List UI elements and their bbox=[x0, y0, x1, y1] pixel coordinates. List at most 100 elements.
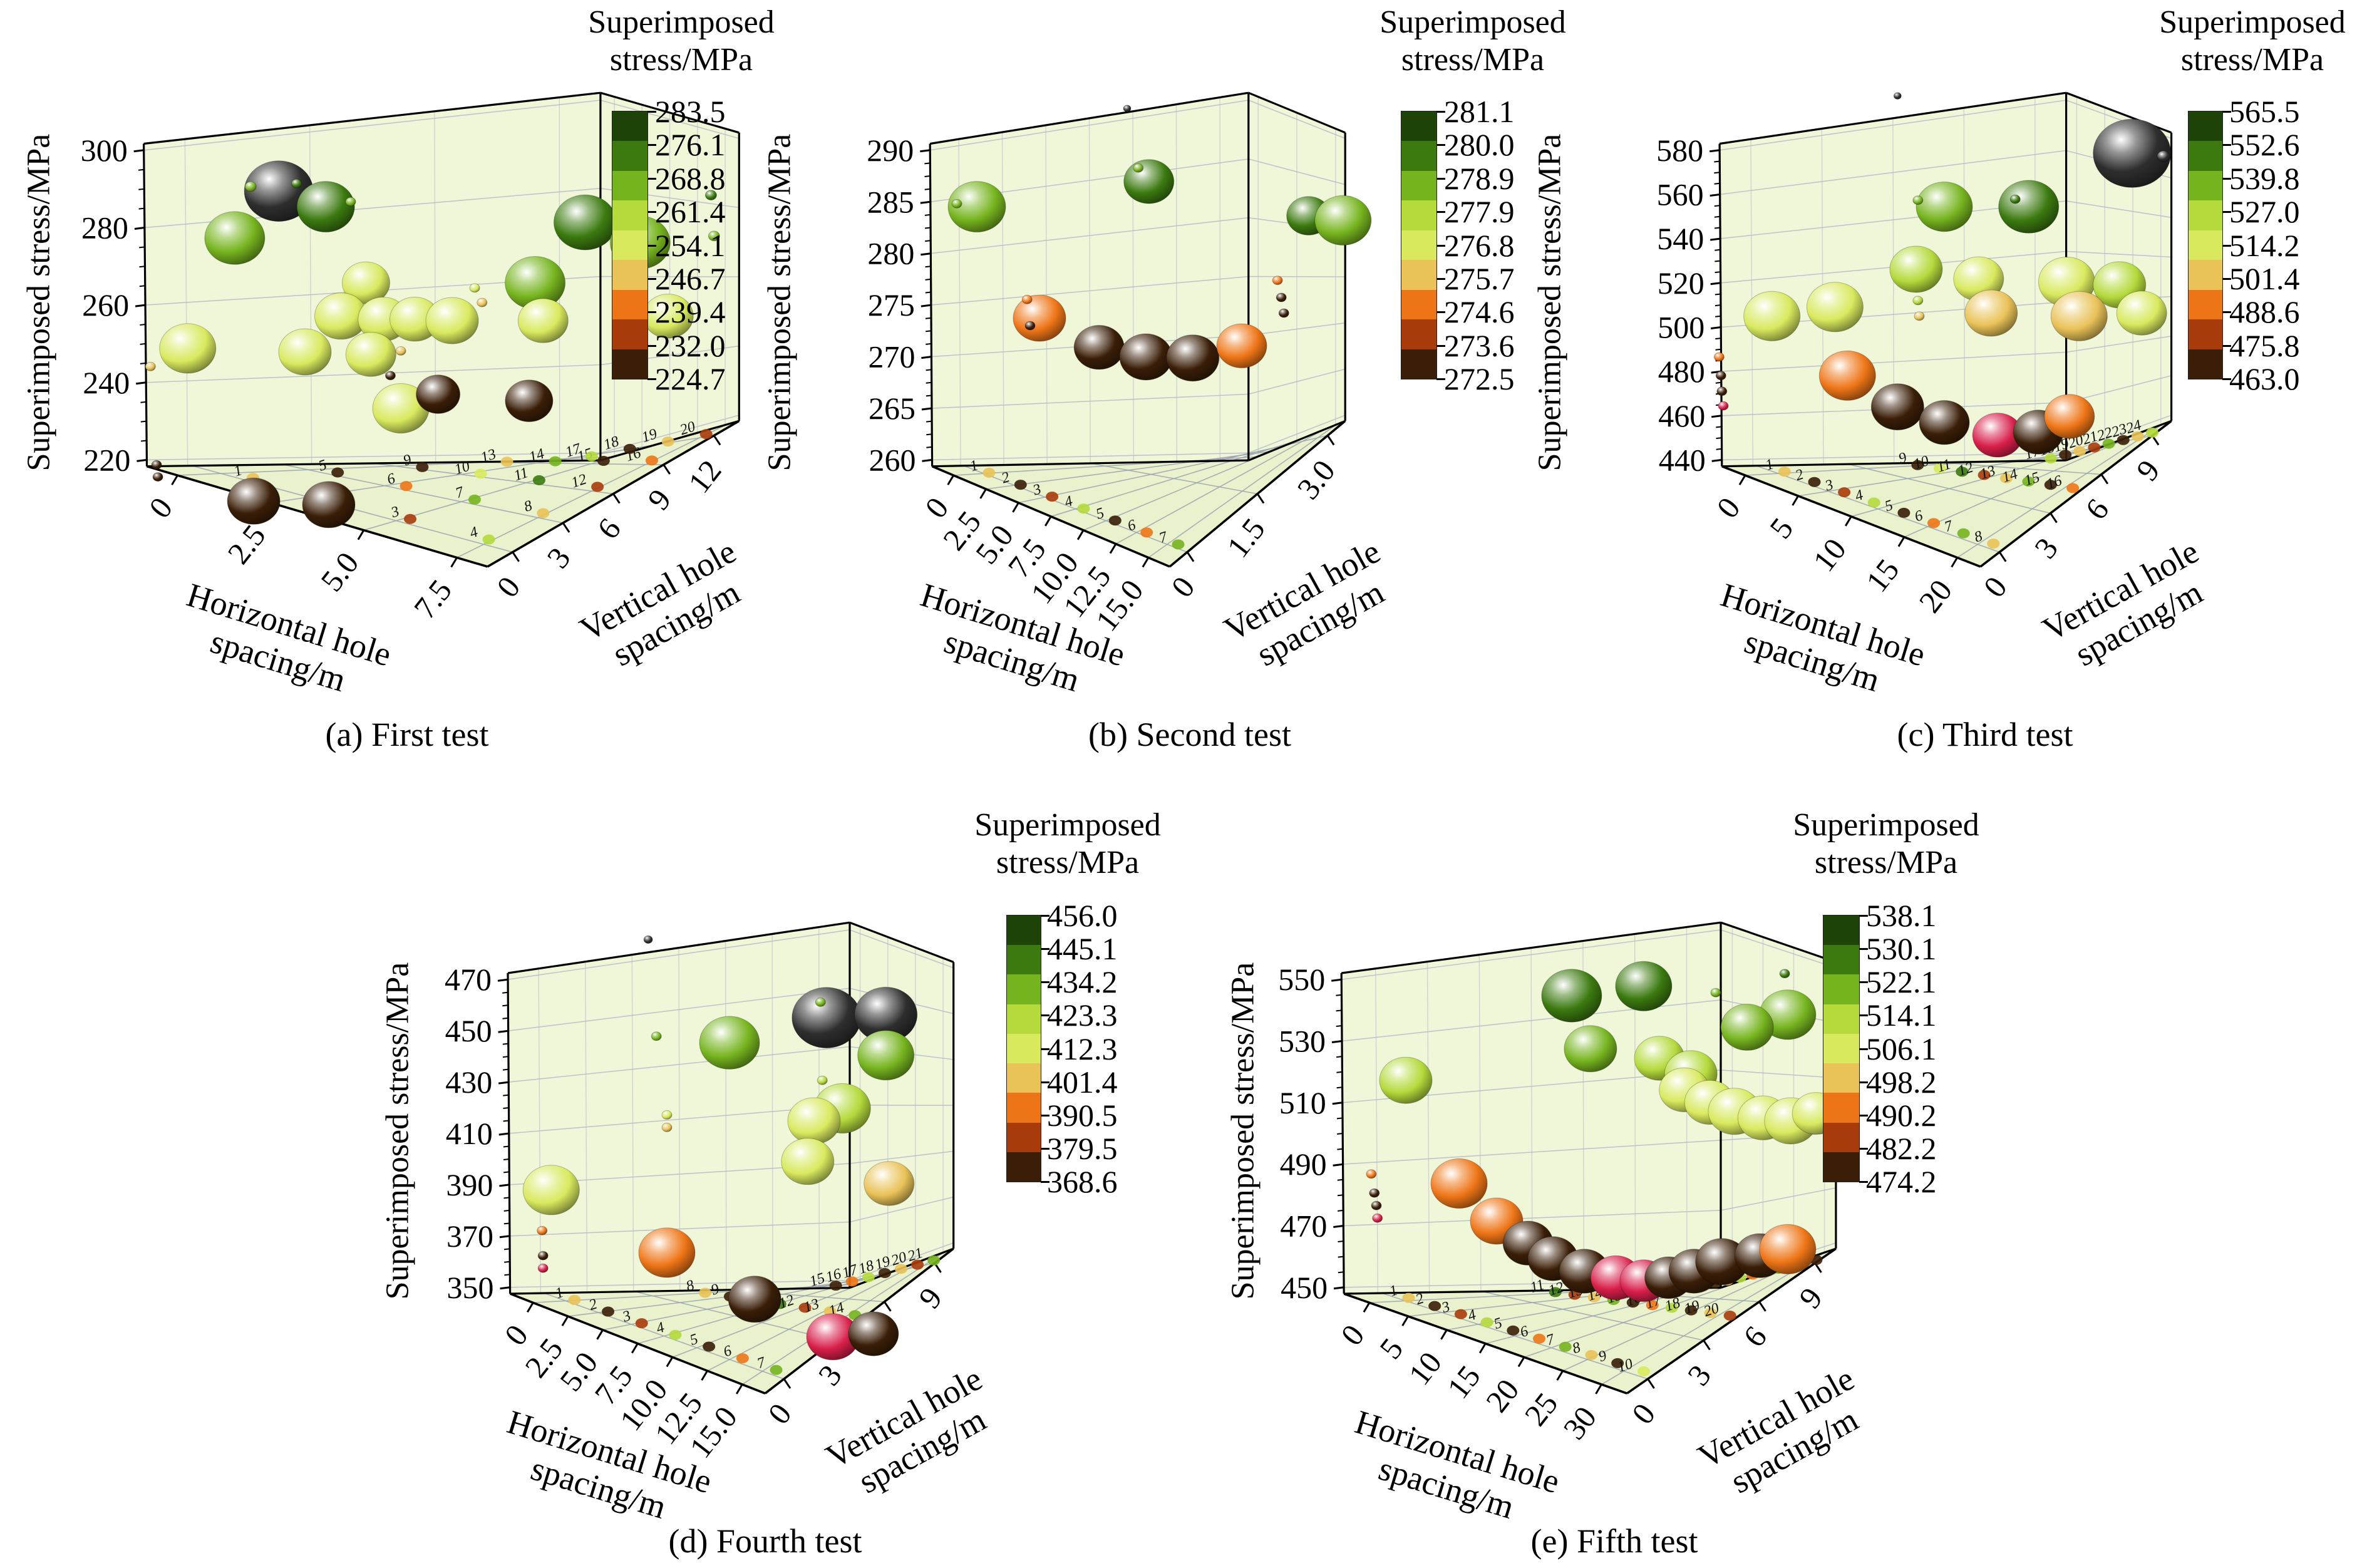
colorbar-tick-label: 530.1 bbox=[1866, 931, 1937, 967]
colorbar-segment bbox=[1823, 974, 1859, 1004]
colorbar-tick bbox=[647, 378, 656, 380]
x-tick: 0 bbox=[1334, 1318, 1371, 1352]
colorbar-tick bbox=[1436, 144, 1445, 147]
floor-marker-dot bbox=[2059, 450, 2072, 460]
x-tick: 5 bbox=[1373, 1331, 1410, 1365]
colorbar-title-line2: stress/MPa bbox=[609, 42, 753, 78]
z-axis-label-d: Superimposed stress/MPa bbox=[379, 962, 416, 1300]
floor-marker-dot bbox=[500, 456, 513, 467]
bubble bbox=[1710, 988, 1721, 998]
bubble bbox=[1715, 371, 1726, 381]
bubble bbox=[2157, 150, 2170, 162]
colorbar-tick bbox=[1041, 1181, 1049, 1183]
floor-marker-dot bbox=[482, 534, 495, 545]
y-tick: 9 bbox=[2129, 453, 2167, 487]
colorbar-segment bbox=[1401, 349, 1436, 379]
colorbar-tick bbox=[2222, 144, 2231, 147]
floor-marker-dot bbox=[1611, 1358, 1624, 1368]
floor-marker-dot bbox=[1046, 492, 1059, 502]
colorbar-tick bbox=[1436, 177, 1445, 180]
colorbar-tick-label: 539.8 bbox=[2229, 160, 2300, 196]
floor-marker-dot bbox=[1665, 1302, 1678, 1313]
colorbar-tick bbox=[1436, 344, 1445, 347]
floor-marker-dot bbox=[1108, 515, 1122, 526]
bubble bbox=[416, 374, 461, 414]
colorbar-segment bbox=[612, 200, 647, 230]
z-axis-label-b: Superimposed stress/MPa bbox=[761, 133, 798, 472]
colorbar-tick bbox=[1041, 981, 1049, 984]
floor-marker-dot bbox=[591, 482, 604, 492]
colorbar-tick bbox=[1041, 915, 1049, 917]
bubble bbox=[537, 1225, 548, 1235]
colorbar-segment bbox=[1007, 1122, 1041, 1152]
colorbar-tick bbox=[1859, 1048, 1868, 1050]
colorbar-tick bbox=[2222, 378, 2231, 380]
floor-marker-dot bbox=[602, 1306, 615, 1317]
floor-marker-dot bbox=[1646, 1300, 1659, 1311]
colorbar-tick-label: 514.2 bbox=[2229, 227, 2300, 263]
colorbar-tick bbox=[1859, 1081, 1868, 1083]
bubble bbox=[699, 1016, 760, 1070]
bubble bbox=[1123, 105, 1132, 112]
colorbar-tick-label: 224.7 bbox=[655, 361, 726, 396]
colorbar-tick bbox=[1041, 948, 1049, 951]
bubble bbox=[1919, 400, 1970, 445]
x-tick: 10 bbox=[1806, 532, 1853, 578]
colorbar-segment bbox=[1823, 1033, 1859, 1064]
floor-marker-dot bbox=[1808, 477, 1821, 487]
colorbar-tick-label: 261.4 bbox=[655, 194, 726, 230]
bubble bbox=[1314, 195, 1372, 245]
bubble bbox=[643, 935, 653, 944]
colorbar-segment bbox=[1401, 141, 1436, 171]
colorbar-tick bbox=[1436, 277, 1445, 280]
bubble bbox=[1073, 325, 1125, 370]
colorbar-segment bbox=[1401, 319, 1436, 349]
floor-marker-dot bbox=[568, 1294, 581, 1305]
colorbar-c bbox=[2188, 111, 2223, 379]
colorbar-tick-label: 482.2 bbox=[1866, 1130, 1937, 1166]
colorbar-title-line2: stress/MPa bbox=[1401, 42, 1545, 78]
floor-marker-dot bbox=[2088, 442, 2101, 453]
bubble bbox=[537, 1263, 549, 1273]
x-tick: 20 bbox=[1912, 573, 1959, 619]
floor-marker-dot bbox=[982, 468, 996, 478]
floor-marker-dot bbox=[911, 1259, 924, 1270]
bubble bbox=[864, 1161, 915, 1206]
bubble bbox=[651, 1031, 662, 1041]
colorbar-tick-label: 275.7 bbox=[1444, 260, 1515, 296]
colorbar-tick-label: 490.2 bbox=[1866, 1097, 1937, 1133]
z-tick: 450 bbox=[1281, 1270, 1328, 1305]
bubble bbox=[1914, 311, 1925, 321]
floor-marker-dot bbox=[331, 467, 344, 478]
z-tick: 440 bbox=[1659, 442, 1706, 477]
colorbar-segment bbox=[1401, 111, 1436, 142]
floor-marker-dot bbox=[2102, 438, 2115, 449]
floor-marker-dot bbox=[703, 1341, 716, 1352]
bubble bbox=[345, 332, 396, 377]
x-tick: 0 bbox=[497, 1318, 535, 1352]
colorbar-segment bbox=[612, 319, 647, 349]
y-tick: 9 bbox=[912, 1281, 949, 1314]
colorbar-tick bbox=[1859, 1181, 1868, 1183]
floor-marker-dot bbox=[845, 1276, 859, 1287]
z-tick: 560 bbox=[1657, 177, 1704, 212]
colorbar-tick bbox=[647, 177, 656, 180]
colorbar-tick bbox=[647, 344, 656, 347]
bubble bbox=[278, 328, 332, 376]
colorbar-title-line1: Superimposed bbox=[1379, 4, 1566, 40]
y-axis-label: Vertical holespacing/m bbox=[2036, 532, 2223, 681]
colorbar-tick bbox=[1436, 378, 1445, 380]
colorbar-segment bbox=[1823, 1122, 1859, 1152]
bubble bbox=[2116, 291, 2167, 336]
colorbar-tick-label: 283.5 bbox=[655, 94, 726, 129]
z-tick: 260 bbox=[82, 287, 129, 322]
bubble bbox=[1718, 401, 1729, 411]
colorbar-title-line1: Superimposed bbox=[588, 4, 775, 40]
x-tick: 0 bbox=[1710, 490, 1747, 524]
floor-marker-dot bbox=[862, 1272, 875, 1282]
y-tick: 3 bbox=[1681, 1358, 1718, 1392]
floor-marker-dot bbox=[1704, 1308, 1717, 1318]
colorbar-title-line2: stress/MPa bbox=[996, 845, 1140, 880]
